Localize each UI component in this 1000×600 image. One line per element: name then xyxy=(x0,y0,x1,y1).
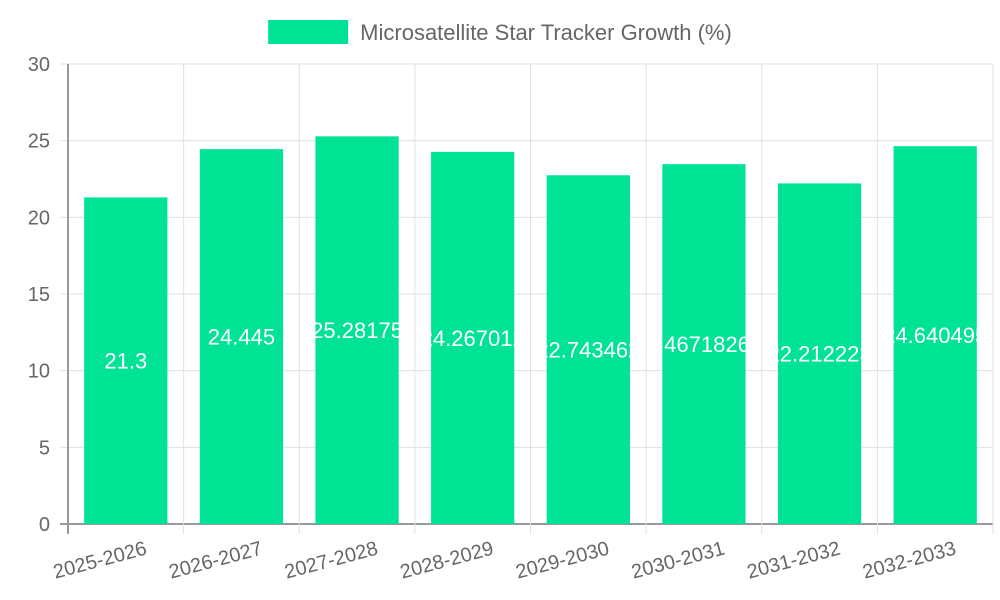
bar[interactable] xyxy=(777,183,862,524)
x-tick-label: 2030-2031 xyxy=(629,538,727,584)
bar-value-label: 24.445 xyxy=(208,325,275,350)
legend-swatch[interactable] xyxy=(268,20,349,44)
bar-value-label: 22.212223 xyxy=(768,342,872,367)
bar[interactable] xyxy=(315,136,399,524)
y-tick-label: 0 xyxy=(39,514,50,536)
x-tick-label: 2025-2026 xyxy=(51,538,149,584)
bar-value-labels: 21.3 24.445 25.28175 24.267012 22.74346223.4… xyxy=(104,318,987,374)
bars xyxy=(84,136,977,525)
x-tick-label: 2031-2032 xyxy=(745,538,843,584)
bar-value-label: 23.467182625 xyxy=(634,332,775,357)
legend-label[interactable]: Microsatellite Star Tracker Growth (%) xyxy=(360,20,732,45)
bar[interactable] xyxy=(546,175,630,525)
y-tick-label: 10 xyxy=(28,361,50,383)
bar[interactable] xyxy=(431,151,515,524)
y-tick-label: 15 xyxy=(28,284,50,306)
x-tick-label: 2028-2029 xyxy=(398,538,496,584)
bar-value-label: 24.267012 xyxy=(421,326,525,351)
legend[interactable]: Microsatellite Star Tracker Growth (%) xyxy=(268,20,732,45)
bar[interactable] xyxy=(893,146,977,524)
x-tick-label: 2032-2033 xyxy=(860,538,958,584)
bar-value-label: 21.3 xyxy=(104,349,147,374)
bar-value-label: 24.640495 xyxy=(883,323,987,348)
bar[interactable] xyxy=(662,164,746,525)
x-tick-label: 2026-2027 xyxy=(167,538,265,584)
y-tick-label: 20 xyxy=(28,207,50,229)
bar-value-label: 25.28175 xyxy=(311,318,403,343)
y-tick-label: 25 xyxy=(28,131,50,153)
bar[interactable] xyxy=(199,149,284,524)
x-tick-label: 2029-2030 xyxy=(514,538,612,584)
bar[interactable] xyxy=(84,197,168,524)
bar-value-label: 22.743462 xyxy=(536,338,640,363)
x-tick-label: 2027-2028 xyxy=(282,538,380,584)
y-tick-label: 5 xyxy=(39,437,50,459)
y-tick-label: 30 xyxy=(28,54,50,76)
